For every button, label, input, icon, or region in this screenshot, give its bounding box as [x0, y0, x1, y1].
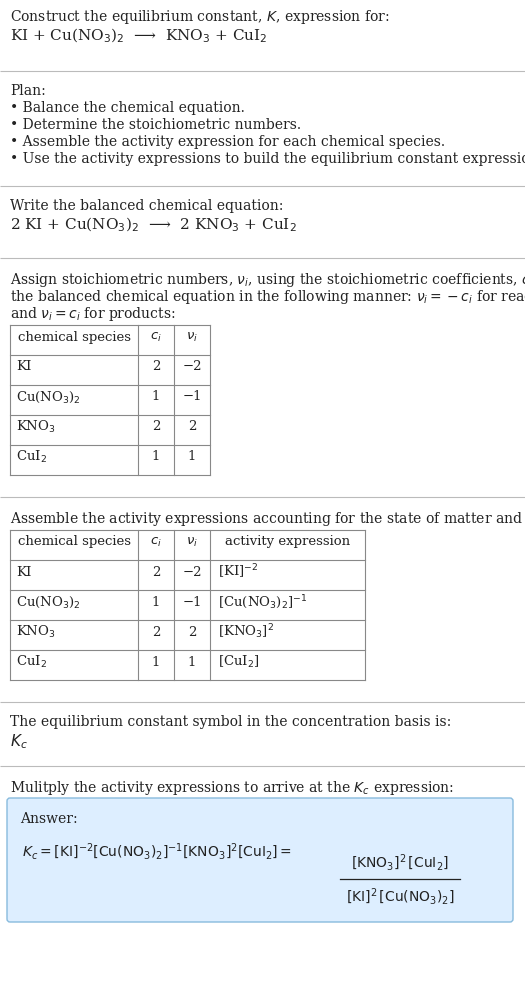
Text: KNO$_3$: KNO$_3$: [16, 418, 56, 434]
Text: CuI$_2$: CuI$_2$: [16, 448, 47, 464]
Text: [KI]$^{-2}$: [KI]$^{-2}$: [218, 563, 258, 581]
Text: Assign stoichiometric numbers, $\nu_i$, using the stoichiometric coefficients, $: Assign stoichiometric numbers, $\nu_i$, …: [10, 271, 525, 289]
Text: KI: KI: [16, 565, 32, 578]
Text: [KNO$_3$]$^2$: [KNO$_3$]$^2$: [218, 622, 274, 641]
Text: 2: 2: [152, 625, 160, 638]
Text: 2: 2: [152, 420, 160, 433]
Text: • Assemble the activity expression for each chemical species.: • Assemble the activity expression for e…: [10, 134, 445, 148]
Text: chemical species: chemical species: [17, 330, 131, 343]
Text: The equilibrium constant symbol in the concentration basis is:: The equilibrium constant symbol in the c…: [10, 714, 452, 728]
Text: $c_i$: $c_i$: [150, 535, 162, 548]
Text: $\nu_i$: $\nu_i$: [186, 330, 198, 343]
Text: the balanced chemical equation in the following manner: $\nu_i = -c_i$ for react: the balanced chemical equation in the fo…: [10, 288, 525, 306]
Text: 2: 2: [188, 625, 196, 638]
Text: [CuI$_2$]: [CuI$_2$]: [218, 653, 259, 669]
Text: • Use the activity expressions to build the equilibrium constant expression.: • Use the activity expressions to build …: [10, 151, 525, 165]
Text: 1: 1: [188, 655, 196, 668]
Text: Write the balanced chemical equation:: Write the balanced chemical equation:: [10, 199, 284, 213]
Text: Cu(NO$_3$)$_2$: Cu(NO$_3$)$_2$: [16, 594, 81, 609]
Text: 1: 1: [152, 655, 160, 668]
Text: 1: 1: [188, 450, 196, 463]
Text: 2 KI + Cu(NO$_3$)$_2$  ⟶  2 KNO$_3$ + CuI$_2$: 2 KI + Cu(NO$_3$)$_2$ ⟶ 2 KNO$_3$ + CuI$…: [10, 216, 297, 234]
Text: $\nu_i$: $\nu_i$: [186, 535, 198, 548]
Text: 1: 1: [152, 450, 160, 463]
Text: • Balance the chemical equation.: • Balance the chemical equation.: [10, 101, 245, 115]
Text: $K_c$: $K_c$: [10, 731, 28, 750]
Text: $[\mathrm{KNO_3}]^2\,[\mathrm{CuI_2}]$: $[\mathrm{KNO_3}]^2\,[\mathrm{CuI_2}]$: [351, 852, 449, 873]
Text: • Determine the stoichiometric numbers.: • Determine the stoichiometric numbers.: [10, 118, 301, 131]
Text: activity expression: activity expression: [225, 535, 350, 548]
Text: Answer:: Answer:: [20, 811, 78, 825]
Text: Mulitply the activity expressions to arrive at the $K_c$ expression:: Mulitply the activity expressions to arr…: [10, 778, 454, 796]
Text: $c_i$: $c_i$: [150, 330, 162, 343]
Text: 1: 1: [152, 390, 160, 403]
Text: $[\mathrm{KI}]^2\,[\mathrm{Cu(NO_3)_2}]$: $[\mathrm{KI}]^2\,[\mathrm{Cu(NO_3)_2}]$: [345, 886, 454, 907]
Text: −2: −2: [182, 565, 202, 578]
Text: Plan:: Plan:: [10, 84, 46, 98]
Text: and $\nu_i = c_i$ for products:: and $\nu_i = c_i$ for products:: [10, 305, 175, 323]
Text: Cu(NO$_3$)$_2$: Cu(NO$_3$)$_2$: [16, 389, 81, 404]
Text: Assemble the activity expressions accounting for the state of matter and $\nu_i$: Assemble the activity expressions accoun…: [10, 510, 525, 528]
Text: 1: 1: [152, 595, 160, 608]
Text: KI + Cu(NO$_3$)$_2$  ⟶  KNO$_3$ + CuI$_2$: KI + Cu(NO$_3$)$_2$ ⟶ KNO$_3$ + CuI$_2$: [10, 27, 268, 45]
Text: [Cu(NO$_3$)$_2$]$^{-1}$: [Cu(NO$_3$)$_2$]$^{-1}$: [218, 593, 308, 610]
Text: Construct the equilibrium constant, $K$, expression for:: Construct the equilibrium constant, $K$,…: [10, 8, 390, 26]
Text: CuI$_2$: CuI$_2$: [16, 653, 47, 669]
Text: $K_c = [\mathrm{KI}]^{-2}[\mathrm{Cu(NO_3)_2}]^{-1}[\mathrm{KNO_3}]^{2}[\mathrm{: $K_c = [\mathrm{KI}]^{-2}[\mathrm{Cu(NO_…: [22, 841, 292, 862]
Text: −1: −1: [182, 390, 202, 403]
Text: −1: −1: [182, 595, 202, 608]
Text: KI: KI: [16, 360, 32, 373]
Text: −2: −2: [182, 360, 202, 373]
Text: 2: 2: [188, 420, 196, 433]
FancyBboxPatch shape: [7, 798, 513, 922]
Text: 2: 2: [152, 360, 160, 373]
Text: KNO$_3$: KNO$_3$: [16, 623, 56, 640]
Text: chemical species: chemical species: [17, 535, 131, 548]
Text: 2: 2: [152, 565, 160, 578]
